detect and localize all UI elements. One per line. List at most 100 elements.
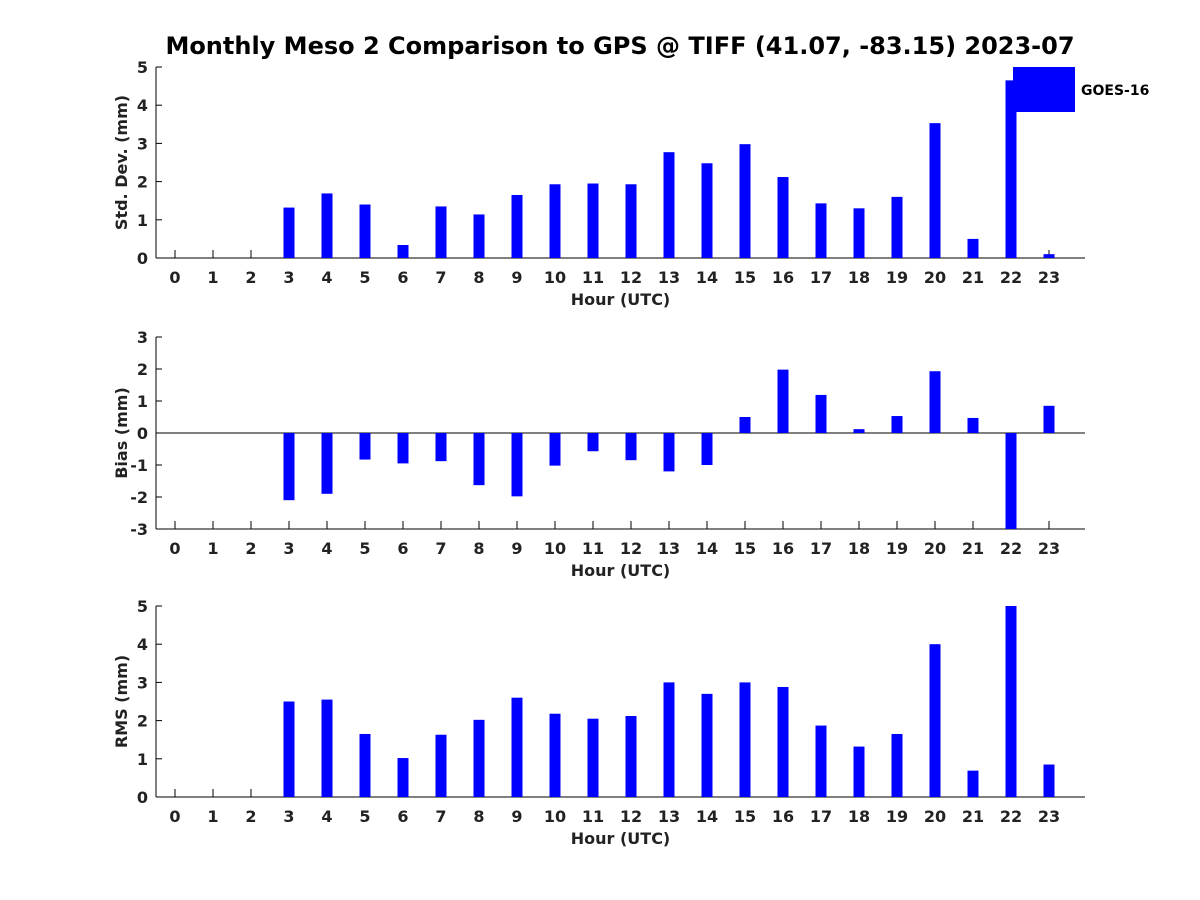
bar-std-dev-hour-21	[967, 238, 979, 258]
bar-std-dev-hour-14	[701, 163, 713, 258]
x-tick-label: 16	[772, 807, 794, 826]
x-tick-label: 7	[435, 539, 446, 558]
x-tick-label: 9	[511, 268, 522, 287]
x-tick-label: 19	[886, 807, 908, 826]
x-tick-label: 6	[397, 807, 408, 826]
bar-rms-hour-20	[929, 644, 941, 797]
x-tick-label: 15	[734, 539, 756, 558]
x-tick-label: 11	[582, 268, 604, 287]
bar-std-dev-hour-6	[397, 245, 409, 258]
x-tick-label: 5	[359, 268, 370, 287]
x-tick-label: 20	[924, 807, 946, 826]
bar-bias-hour-9	[511, 433, 523, 497]
bar-std-dev-hour-18	[853, 208, 865, 258]
x-tick-label: 23	[1038, 807, 1060, 826]
bar-std-dev-hour-7	[435, 206, 447, 258]
bar-bias-hour-22	[1005, 433, 1017, 529]
bar-std-dev-hour-19	[891, 196, 903, 258]
bar-rms-hour-9	[511, 697, 523, 797]
x-tick-label: 20	[924, 539, 946, 558]
bar-std-dev-hour-17	[815, 203, 827, 258]
x-tick-label: 20	[924, 268, 946, 287]
x-tick-label: 4	[321, 539, 332, 558]
x-tick-label: 14	[696, 539, 718, 558]
x-tick-label: 22	[1000, 268, 1022, 287]
bar-bias-hour-4	[321, 433, 333, 494]
x-tick-label: 3	[283, 807, 294, 826]
x-tick-label: 10	[544, 268, 566, 287]
bar-bias-hour-17	[815, 394, 827, 433]
bar-rms-hour-16	[777, 686, 789, 797]
x-tick-label: 1	[207, 539, 218, 558]
bar-std-dev-hour-5	[359, 204, 371, 258]
x-tick-label: 10	[544, 539, 566, 558]
y-axis-label: RMS (mm)	[112, 655, 131, 748]
bar-rms-hour-22	[1005, 606, 1017, 797]
x-tick-label: 21	[962, 807, 984, 826]
x-tick-label: 13	[658, 268, 680, 287]
y-axis-label: Bias (mm)	[112, 387, 131, 479]
bar-bias-hour-5	[359, 433, 371, 460]
bar-bias-hour-19	[891, 416, 903, 433]
y-tick-label: -3	[130, 520, 148, 539]
x-tick-label: 17	[810, 807, 832, 826]
x-tick-label: 8	[473, 539, 484, 558]
x-tick-label: 6	[397, 268, 408, 287]
x-tick-label: 19	[886, 268, 908, 287]
x-tick-label: 13	[658, 807, 680, 826]
legend-label-goes-16: GOES-16	[1081, 83, 1149, 99]
legend: GOES-16	[1013, 67, 1149, 112]
x-tick-label: 22	[1000, 807, 1022, 826]
bar-std-dev-hour-3	[283, 207, 295, 258]
x-tick-label: 1	[207, 268, 218, 287]
x-tick-label: 4	[321, 268, 332, 287]
x-tick-label: 2	[245, 539, 256, 558]
bar-std-dev-hour-12	[625, 184, 637, 258]
bar-std-dev-hour-20	[929, 123, 941, 259]
bar-rms-hour-18	[853, 746, 865, 797]
x-tick-label: 7	[435, 268, 446, 287]
bar-bias-hour-12	[625, 433, 637, 461]
bar-std-dev-hour-15	[739, 144, 751, 258]
y-tick-label: 4	[137, 635, 148, 654]
bar-bias-hour-7	[435, 433, 447, 462]
x-tick-label: 21	[962, 539, 984, 558]
bar-std-dev-hour-16	[777, 177, 789, 258]
bar-rms-hour-23	[1043, 764, 1055, 797]
bar-std-dev-hour-4	[321, 193, 333, 258]
bar-bias-hour-23	[1043, 405, 1055, 433]
x-tick-label: 18	[848, 539, 870, 558]
x-tick-label: 10	[544, 807, 566, 826]
bar-rms-hour-15	[739, 682, 751, 797]
y-tick-label: 2	[137, 360, 148, 379]
y-tick-label: -2	[130, 488, 148, 507]
bar-rms-hour-14	[701, 693, 713, 797]
bar-rms-hour-17	[815, 725, 827, 797]
x-tick-label: 16	[772, 268, 794, 287]
x-tick-label: 15	[734, 807, 756, 826]
x-tick-label: 21	[962, 268, 984, 287]
bar-bias-hour-14	[701, 433, 713, 465]
x-tick-label: 19	[886, 539, 908, 558]
bar-std-dev-hour-13	[663, 152, 675, 258]
y-tick-label: 3	[137, 673, 148, 692]
bar-std-dev-hour-11	[587, 183, 599, 258]
y-axis-label: Std. Dev. (mm)	[112, 95, 131, 230]
bar-rms-hour-4	[321, 699, 333, 797]
bar-std-dev-hour-22	[1005, 80, 1017, 259]
y-tick-label: 1	[137, 392, 148, 411]
chart-title: Monthly Meso 2 Comparison to GPS @ TIFF …	[165, 32, 1074, 60]
x-axis-label: Hour (UTC)	[571, 290, 671, 309]
bar-bias-hour-3	[283, 433, 295, 501]
x-tick-label: 6	[397, 539, 408, 558]
bar-bias-hour-13	[663, 433, 675, 472]
x-tick-label: 11	[582, 539, 604, 558]
bar-rms-hour-6	[397, 758, 409, 797]
x-tick-label: 17	[810, 539, 832, 558]
bar-rms-hour-21	[967, 770, 979, 797]
x-axis-label: Hour (UTC)	[571, 829, 671, 848]
bar-rms-hour-13	[663, 682, 675, 797]
